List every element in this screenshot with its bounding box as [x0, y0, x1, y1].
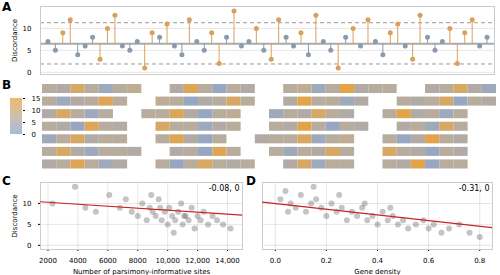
svg-text:14,000: 14,000 — [215, 257, 240, 265]
html-text:A: A — [2, 0, 12, 14]
svg-text:Discordance: Discordance — [11, 19, 19, 62]
svg-text:10: 10 — [23, 200, 32, 208]
svg-text:-0.08, 0: -0.08, 0 — [209, 184, 240, 193]
svg-text:2000: 2000 — [39, 257, 57, 265]
svg-text:10: 10 — [23, 25, 32, 33]
svg-text:4000: 4000 — [69, 257, 87, 265]
html-text:B: B — [2, 78, 12, 92]
svg-text:10,000: 10,000 — [155, 257, 180, 265]
svg-text:10: 10 — [32, 107, 41, 115]
svg-text:0.6: 0.6 — [423, 257, 435, 265]
svg-text:0.2: 0.2 — [321, 257, 332, 265]
svg-text:5: 5 — [27, 47, 31, 55]
svg-text:0.4: 0.4 — [372, 257, 384, 265]
svg-text:Gene density: Gene density — [354, 268, 400, 275]
svg-text:0: 0 — [27, 242, 31, 250]
svg-text:0.0: 0.0 — [270, 257, 281, 265]
svg-text:5: 5 — [32, 119, 36, 127]
svg-text:Number of parsimony-informativ: Number of parsimony-informative sites — [73, 268, 211, 275]
svg-text:6000: 6000 — [99, 257, 117, 265]
svg-text:5: 5 — [27, 221, 31, 229]
svg-text:8000: 8000 — [129, 257, 147, 265]
svg-text:0: 0 — [32, 131, 36, 139]
svg-text:Discordance: Discordance — [11, 194, 19, 237]
svg-text:-0.31, 0: -0.31, 0 — [459, 184, 490, 193]
svg-text:0: 0 — [27, 69, 31, 77]
html-text:D: D — [246, 174, 256, 188]
svg-text:0.8: 0.8 — [474, 257, 485, 265]
svg-text:12,000: 12,000 — [185, 257, 210, 265]
html-text:C: C — [2, 174, 11, 188]
svg-text:15: 15 — [32, 95, 41, 103]
